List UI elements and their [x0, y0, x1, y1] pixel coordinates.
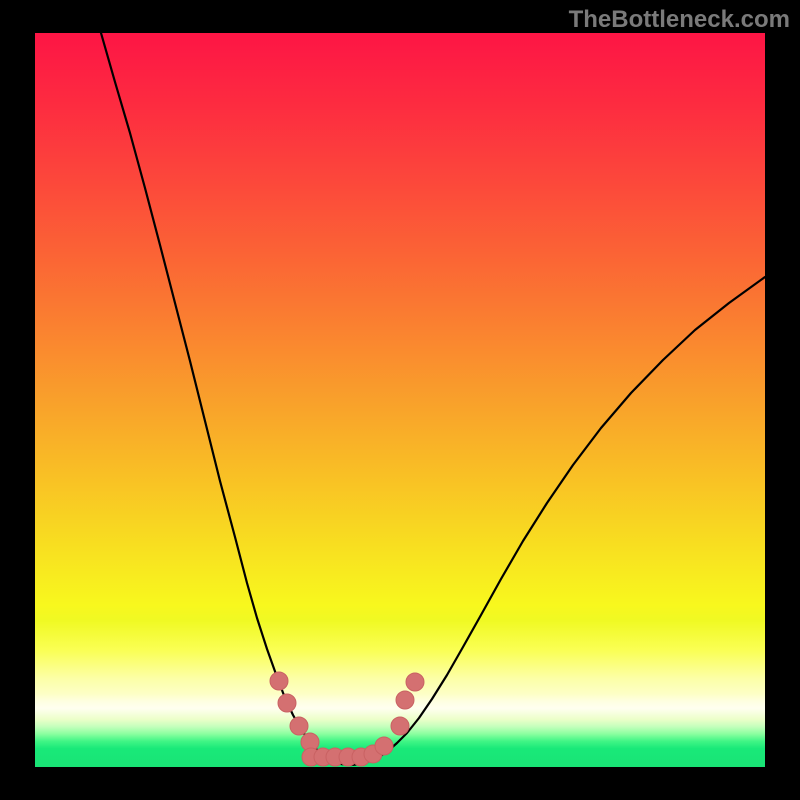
data-marker	[396, 691, 414, 709]
gradient-background	[35, 33, 765, 767]
data-marker	[375, 737, 393, 755]
watermark: TheBottleneck.com	[569, 6, 790, 34]
data-marker	[270, 672, 288, 690]
data-marker	[391, 717, 409, 735]
chart-container: TheBottleneck.com	[0, 0, 800, 800]
data-marker	[406, 673, 424, 691]
chart-svg	[35, 33, 765, 767]
data-marker	[278, 694, 296, 712]
data-marker	[290, 717, 308, 735]
plot-area	[35, 33, 765, 767]
